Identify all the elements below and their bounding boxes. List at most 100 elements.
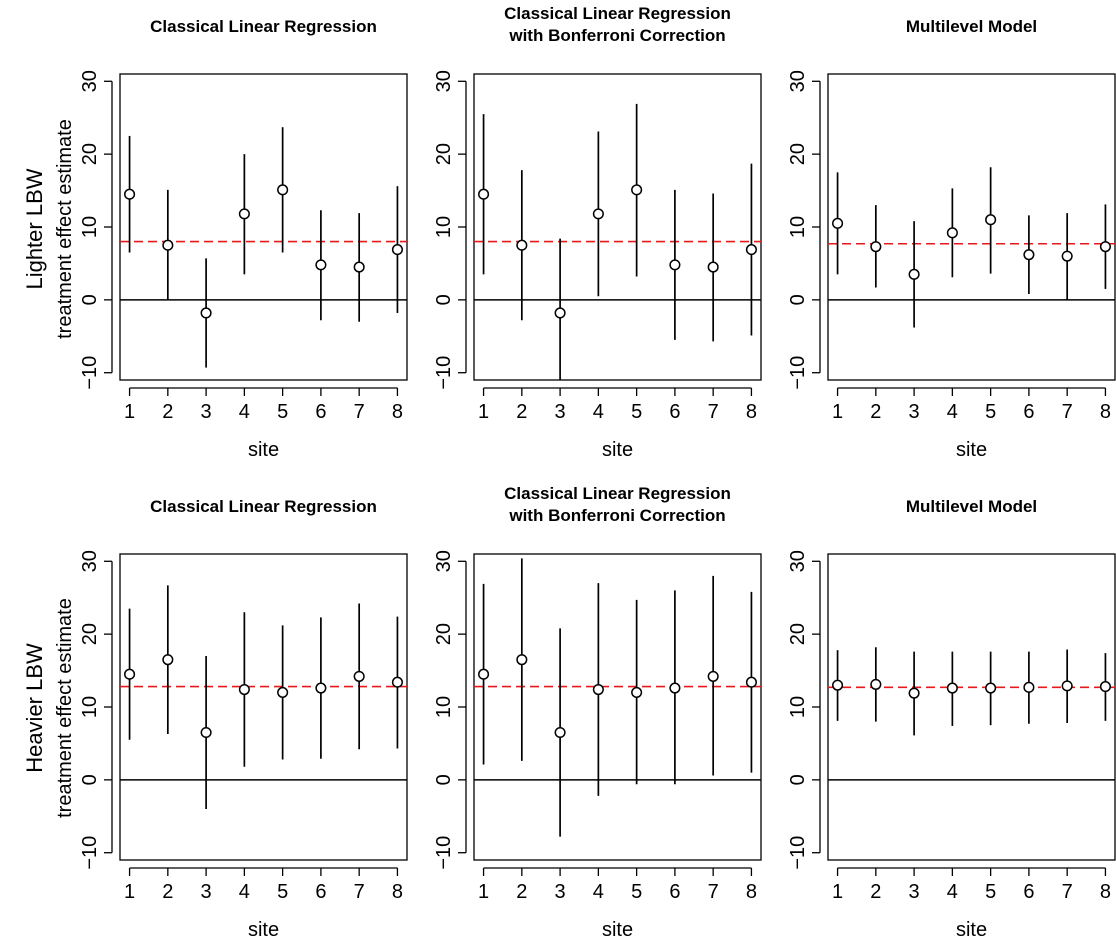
estimate-point	[631, 686, 643, 698]
x-axis-label: site	[956, 439, 987, 461]
estimate-point	[391, 244, 403, 256]
x-tick-label: 3	[201, 401, 212, 423]
x-tick-label: 6	[1023, 401, 1034, 423]
estimate-point	[162, 239, 174, 251]
x-tick-label: 7	[354, 401, 365, 423]
plot-frame	[119, 73, 408, 381]
panel-data	[828, 647, 1115, 781]
x-tick-label: 1	[124, 881, 135, 903]
estimate-point	[200, 307, 212, 319]
x-tick-label: 1	[478, 881, 489, 903]
y-tick-label: 10	[787, 696, 809, 718]
panel-lighter-2: Classical Linear Regression with Bonferro…	[433, 4, 762, 461]
row-label-lighter: Lighter LBW	[22, 168, 47, 289]
panel-title: Multilevel Model	[906, 497, 1037, 516]
y-tick-label: 0	[433, 294, 455, 305]
x-tick-label: 8	[1100, 401, 1111, 423]
panel-data	[828, 167, 1115, 328]
x-tick-label: 1	[832, 401, 843, 423]
x-tick-label: 3	[201, 881, 212, 903]
estimate-point	[516, 654, 528, 666]
estimate-point	[1023, 681, 1035, 693]
y-tick-label: 20	[787, 623, 809, 645]
x-tick-label: 8	[392, 401, 403, 423]
x-tick-label: 4	[239, 881, 250, 903]
ylabel-top: treatment effect estimate	[54, 119, 76, 339]
panel-data	[120, 585, 407, 809]
x-tick-label: 7	[708, 401, 719, 423]
x-tick-label: 2	[870, 401, 881, 423]
estimate-point	[631, 184, 643, 196]
panel-title: with Bonferroni Correction	[508, 506, 725, 525]
y-tick-label: 0	[433, 774, 455, 785]
estimate-point	[592, 683, 604, 696]
ylabel-bottom: treatment effect estimate	[54, 598, 76, 818]
x-tick-label: 2	[162, 401, 173, 423]
x-tick-label: 3	[909, 401, 920, 423]
estimate-point	[946, 227, 958, 239]
estimate-point	[592, 208, 604, 220]
x-tick-label: 1	[478, 401, 489, 423]
estimate-point	[200, 726, 212, 739]
estimate-point	[353, 670, 365, 682]
estimate-point	[1061, 680, 1073, 692]
estimate-point	[745, 244, 757, 256]
y-tick-label: −10	[787, 356, 809, 390]
x-tick-label: 7	[708, 881, 719, 903]
x-tick-label: 3	[555, 401, 566, 423]
x-tick-label: 5	[631, 401, 642, 423]
estimate-point	[478, 188, 490, 200]
x-tick-label: 6	[1023, 881, 1034, 903]
panel-title: Multilevel Model	[906, 17, 1037, 36]
y-tick-label: 10	[79, 216, 101, 238]
estimate-point	[669, 682, 681, 694]
y-tick-label: −10	[787, 836, 809, 870]
y-tick-label: 30	[79, 550, 101, 572]
estimate-point	[1099, 241, 1111, 253]
y-tick-label: 30	[79, 70, 101, 92]
y-tick-label: −10	[433, 836, 455, 870]
x-tick-label: 1	[832, 881, 843, 903]
y-tick-label: 20	[787, 143, 809, 165]
x-tick-label: 2	[516, 401, 527, 423]
estimate-point	[238, 683, 250, 696]
x-tick-label: 4	[239, 401, 250, 423]
x-axis-label: site	[248, 439, 279, 461]
x-tick-label: 7	[1062, 881, 1073, 903]
panel-heavier-1: Classical Linear Regression −10 0 10 20 30 1 2 3…	[79, 497, 408, 940]
estimate-point	[985, 214, 997, 226]
plot-frame	[827, 553, 1116, 861]
estimate-point	[745, 676, 757, 688]
x-tick-label: 6	[315, 881, 326, 903]
x-tick-label: 4	[947, 401, 958, 423]
estimate-point	[391, 676, 403, 688]
x-tick-label: 1	[124, 401, 135, 423]
y-tick-label: 10	[787, 216, 809, 238]
estimate-point	[478, 668, 490, 680]
estimate-point	[1061, 250, 1073, 262]
panel-data	[474, 558, 761, 837]
x-tick-label: 3	[555, 881, 566, 903]
x-tick-label: 4	[593, 401, 604, 423]
estimate-point	[908, 687, 920, 699]
estimate-point	[985, 682, 997, 694]
y-tick-label: 20	[433, 623, 455, 645]
x-tick-label: 4	[593, 881, 604, 903]
estimate-point	[1023, 249, 1035, 261]
y-tick-label: 10	[79, 696, 101, 718]
estimate-point	[277, 686, 289, 698]
y-tick-label: 20	[79, 143, 101, 165]
panel-title: with Bonferroni Correction	[508, 26, 725, 45]
x-tick-label: 8	[746, 881, 757, 903]
x-axis-label: site	[956, 919, 987, 940]
x-tick-label: 4	[947, 881, 958, 903]
estimate-point	[124, 188, 136, 200]
y-tick-label: 30	[433, 70, 455, 92]
panel-title: Classical Linear Regression	[150, 497, 377, 516]
x-tick-label: 5	[277, 881, 288, 903]
estimate-point	[870, 678, 882, 690]
estimate-point	[669, 259, 681, 271]
estimate-point	[516, 239, 528, 251]
x-tick-label: 5	[277, 401, 288, 423]
